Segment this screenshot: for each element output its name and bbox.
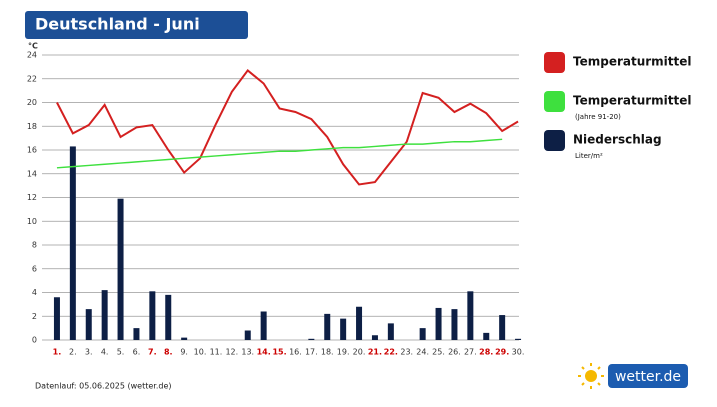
x-tick-label: 25.	[432, 348, 445, 357]
bar	[181, 337, 188, 340]
bar	[483, 332, 490, 340]
bar	[324, 313, 331, 340]
bar	[308, 338, 315, 340]
x-tick-label: 21.	[368, 348, 382, 357]
legend-label: Temperaturmittel	[573, 55, 692, 69]
legend-label: Temperaturmittel	[573, 94, 692, 108]
x-tick-label: 10.	[194, 348, 207, 357]
x-tick-label: 3.	[85, 348, 93, 357]
bar	[515, 338, 522, 340]
x-tick-label: 8.	[164, 348, 173, 357]
x-tick-label: 5.	[117, 348, 125, 357]
bar	[260, 311, 267, 340]
bar	[356, 306, 363, 340]
chart-title: Deutschland - Juni	[35, 15, 200, 34]
x-tick-label: 2.	[69, 348, 77, 357]
x-tick-label: 4.	[101, 348, 109, 357]
y-tick-label: 24	[27, 51, 37, 60]
legend-swatch	[544, 91, 565, 112]
y-tick-label: 8	[32, 241, 37, 250]
y-tick-label: 16	[27, 146, 37, 155]
x-tick-label: 30.	[512, 348, 525, 357]
x-tick-label: 28.	[479, 348, 493, 357]
x-tick-label: 26.	[448, 348, 461, 357]
logo-rays	[578, 363, 604, 389]
bar	[133, 328, 140, 340]
x-tick-label: 29.	[495, 348, 509, 357]
legend-swatch	[544, 52, 565, 73]
y-tick-label: 22	[27, 74, 37, 83]
x-tick-label: 7.	[148, 348, 157, 357]
y-tick-label: 18	[27, 122, 37, 131]
logo: wetter.de	[578, 363, 688, 389]
x-tick-label: 24.	[416, 348, 429, 357]
x-tick-label: 18.	[321, 348, 334, 357]
bar	[451, 309, 458, 340]
x-tick-label: 17.	[305, 348, 318, 357]
y-tick-label: 4	[32, 288, 37, 297]
x-tick-label: 1.	[53, 348, 62, 357]
y-axis-label: °C	[28, 42, 38, 51]
bar	[340, 318, 347, 340]
x-tick-label: 23.	[400, 348, 413, 357]
y-tick-label: 20	[27, 98, 37, 107]
logo-sun	[585, 370, 597, 382]
line	[56, 68, 519, 186]
bar	[117, 198, 124, 340]
bar	[165, 294, 172, 340]
x-tick-label: 14.	[257, 348, 271, 357]
x-tick-label: 16.	[289, 348, 302, 357]
bar	[101, 290, 108, 340]
x-tick-label: 27.	[464, 348, 477, 357]
bar	[371, 335, 378, 340]
x-tick-label: 22.	[384, 348, 398, 357]
line	[56, 138, 503, 169]
x-tick-label: 9.	[180, 348, 188, 357]
legend-swatch	[544, 130, 565, 151]
y-tick-label: 12	[27, 193, 37, 202]
logo-box	[608, 364, 688, 388]
x-tick-label: 20.	[353, 348, 366, 357]
logo-text: wetter.de	[615, 369, 681, 385]
x-tick-label: 11.	[210, 348, 223, 357]
x-tick-label: 6.	[133, 348, 141, 357]
y-tick-label: 0	[32, 336, 37, 345]
y-tick-label: 14	[27, 169, 37, 178]
bar	[149, 291, 156, 340]
x-tick-label: 15.	[272, 348, 286, 357]
footer: Datenlauf: 05.06.2025 (wetter.de)	[35, 382, 172, 391]
bar	[467, 291, 474, 340]
bar	[419, 328, 426, 340]
bar	[69, 146, 76, 340]
bar	[53, 297, 60, 340]
x-tick-label: 13.	[241, 348, 254, 357]
y-tick-label: 10	[27, 217, 37, 226]
x-tick-label: 19.	[337, 348, 350, 357]
legend-note: Liter/m²	[575, 152, 603, 160]
legend-note: (Jahre 91-20)	[575, 113, 621, 121]
bar	[499, 315, 506, 340]
x-tick-label: 12.	[225, 348, 238, 357]
bar	[85, 309, 92, 340]
bar	[387, 323, 394, 340]
bar	[435, 307, 442, 340]
legend-label: Niederschlag	[573, 133, 662, 147]
y-tick-label: 2	[32, 312, 37, 321]
bar	[244, 330, 251, 340]
y-tick-label: 6	[32, 264, 37, 273]
title-box	[25, 11, 248, 39]
